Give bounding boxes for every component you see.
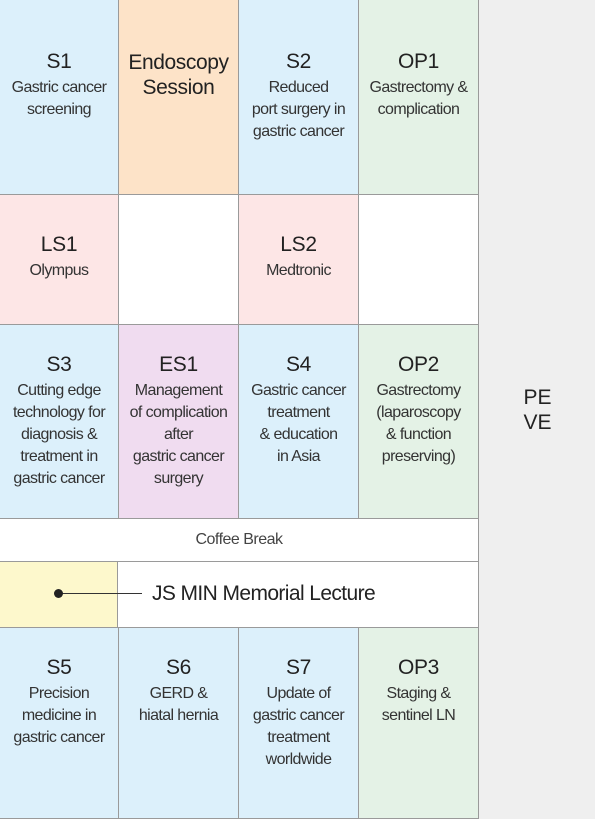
session-title: Cutting edge technology for diagnosis & … [12,382,106,487]
callout-line [58,593,142,594]
session-title: GERD & hiatal hernia [138,685,219,724]
session-title: Precision medicine in gastric cancer [13,685,105,746]
session-title: Gastric cancer screening [11,79,107,118]
session-title: Gastrectomy (laparoscopy & function pres… [376,382,461,465]
session-code: OP1 [397,50,440,73]
session-code: Endoscopy Session [128,51,229,99]
session-title: Olympus [29,262,90,279]
session-op3[interactable]: OP3 Staging & sentinel LN [359,628,479,819]
session-code: ES1 [159,353,198,376]
empty-slot [359,195,479,325]
session-code: S2 [285,50,312,73]
session-s4[interactable]: S4 Gastric cancer treatment & education … [239,325,359,519]
memorial-lecture-title[interactable]: JS MIN Memorial Lecture [152,582,376,605]
session-title: Reduced port surgery in gastric cancer [251,79,346,140]
side-session-label: PE VE [523,386,552,434]
session-s7[interactable]: S7 Update of gastric cancer treatment wo… [239,628,359,819]
session-code: S3 [46,353,72,376]
session-title: Gastrectomy & complication [369,79,468,118]
session-endoscopy[interactable]: Endoscopy Session [119,0,239,195]
session-s5[interactable]: S5 Precision medicine in gastric cancer [0,628,119,819]
session-title: Staging & sentinel LN [381,685,456,724]
session-s3[interactable]: S3 Cutting edge technology for diagnosis… [0,325,119,519]
session-code: S7 [285,656,312,679]
session-code: OP3 [397,656,440,679]
coffee-break: Coffee Break [0,519,479,562]
session-code: LS2 [280,233,317,256]
session-title: Medtronic [266,262,331,279]
session-op1[interactable]: OP1 Gastrectomy & complication [359,0,479,195]
session-code: S5 [46,656,72,679]
lecture-block [118,562,479,628]
session-code: S1 [46,50,72,73]
session-title: Update of gastric cancer treatment world… [252,685,345,768]
empty-slot [119,195,239,325]
session-s1[interactable]: S1 Gastric cancer screening [0,0,119,195]
session-ls1[interactable]: LS1 Olympus [0,195,119,325]
session-title: Gastric cancer treatment & education in … [251,382,346,465]
session-es1[interactable]: ES1 Management of complication after gas… [119,325,239,519]
session-op2[interactable]: OP2 Gastrectomy (laparoscopy & function … [359,325,479,519]
session-s6[interactable]: S6 GERD & hiatal hernia [119,628,239,819]
session-code: LS1 [40,233,78,256]
session-code: OP2 [397,353,440,376]
callout-dot [54,589,63,598]
session-code: S6 [165,656,192,679]
session-ls2[interactable]: LS2 Medtronic [239,195,359,325]
session-s2[interactable]: S2 Reduced port surgery in gastric cance… [239,0,359,195]
session-code: S4 [285,353,312,376]
session-title: Management of complication after gastric… [129,382,228,487]
